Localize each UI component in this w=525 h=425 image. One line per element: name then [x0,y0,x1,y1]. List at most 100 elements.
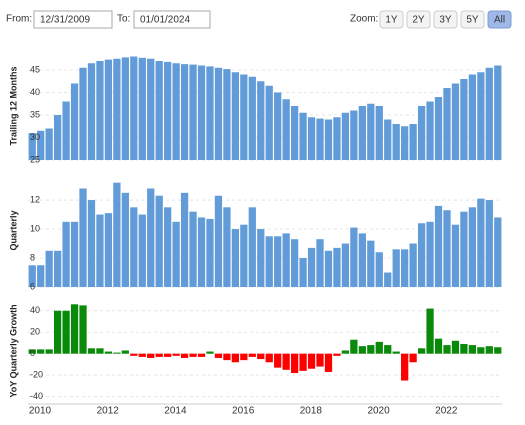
bar [375,106,383,160]
x-tick-label: 2018 [300,406,323,417]
x-tick-label: 2012 [97,406,120,417]
bar [231,72,240,160]
bar [53,115,62,160]
bar [147,58,155,160]
bar [104,59,113,160]
bar [113,182,121,287]
zoom-button-label[interactable]: 5Y [466,15,479,26]
zoom-button[interactable] [406,10,431,29]
bar [257,229,265,287]
y-tick-label: 12 [30,194,40,204]
bar [333,353,341,356]
bar [130,353,138,356]
bar [180,64,189,160]
from-input-box[interactable] [33,10,113,29]
bar [130,207,138,287]
zoom-button-label[interactable]: 1Y [385,15,398,26]
bar [443,210,451,287]
bar [485,346,493,354]
bar [434,97,443,160]
bar [451,83,460,160]
bar [62,310,70,354]
x-tick-label: 2020 [367,406,390,417]
y-tick-label: -20 [30,370,43,380]
bar [485,200,493,287]
zoom-button[interactable] [460,10,485,29]
bar [384,345,392,354]
bar [206,351,214,354]
bar [37,265,45,287]
bar [79,305,87,354]
x-tick-label: 2010 [29,406,52,417]
bar [248,353,256,357]
bar [290,353,299,374]
y-tick-label: 6 [30,281,35,291]
bar [28,349,36,354]
bar [257,81,265,160]
bar [434,338,443,354]
bar [104,351,113,354]
bar [367,103,375,160]
bar [172,353,180,356]
bar [155,195,163,287]
bar [37,349,45,354]
bar [240,224,248,287]
y-tick-label: 45 [30,64,40,74]
y-tick-label: -40 [30,391,43,401]
bar [28,133,36,160]
bar [299,258,307,287]
zoom-button[interactable] [487,10,512,29]
zoom-button-label[interactable]: 2Y [412,15,425,26]
bar [358,233,366,287]
bar [248,76,256,160]
bar [121,57,129,160]
bar [494,65,502,160]
y-tick-label: 8 [30,252,35,262]
to-input-box[interactable] [133,10,211,29]
y-axis-title: Quarterly [8,210,18,250]
bar [79,188,87,287]
bar [417,106,426,160]
bar [248,207,256,287]
bar [384,272,392,287]
bar [62,221,70,287]
bar [375,341,383,354]
bar [79,67,87,160]
bar [443,88,451,160]
bar [214,67,223,160]
zoom-button[interactable] [379,10,404,29]
bar [189,211,197,287]
bar [426,101,434,160]
bar [324,353,333,372]
bar [121,350,129,354]
bar [37,130,45,160]
bar [96,61,104,160]
zoom-button-label[interactable]: All [494,15,505,26]
bar [113,352,121,354]
y-tick-label: 0 [30,348,35,358]
x-tick-label: 2016 [232,406,255,417]
bar [316,118,324,160]
bar [274,353,282,368]
bar [401,126,409,160]
bar [214,195,223,287]
bar [206,218,214,287]
bar [147,188,155,287]
bar [367,240,375,287]
y-tick-label: 35 [30,109,40,119]
bar [477,72,485,160]
bar [223,207,231,287]
bar [341,350,350,354]
zoom-button[interactable] [433,10,458,29]
bar [401,249,409,287]
bar [164,207,172,287]
bar [231,353,240,363]
bar [282,99,290,160]
bar [443,345,451,354]
bar [45,128,53,160]
bar [121,192,129,287]
from-input[interactable]: 12/31/2009 [40,15,90,26]
bar [494,217,502,287]
zoom-button-label[interactable]: 3Y [439,15,452,26]
to-input[interactable]: 01/01/2024 [140,15,190,26]
